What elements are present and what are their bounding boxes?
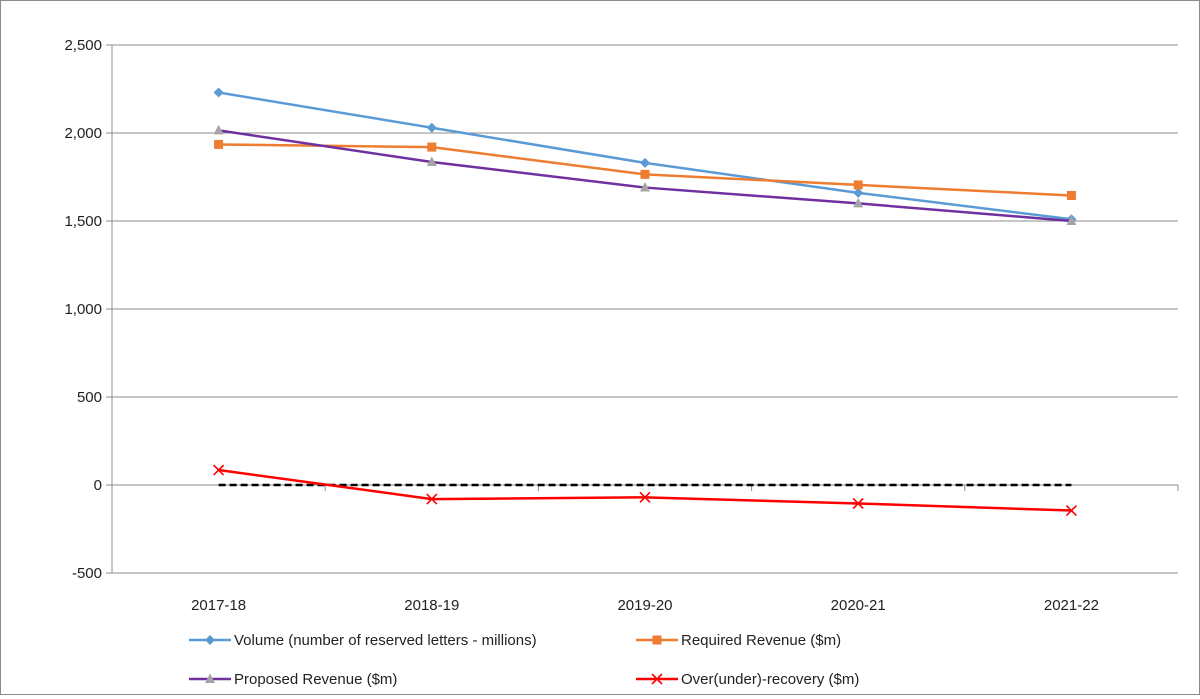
legend-label: Required Revenue ($m) — [681, 632, 841, 649]
data-point-stroke — [639, 491, 651, 503]
series-3 — [213, 124, 1077, 225]
data-point-stroke — [426, 493, 438, 505]
data-point — [426, 122, 437, 133]
data-point — [426, 156, 437, 167]
data-point — [205, 635, 215, 645]
x-tick-label: 2020-21 — [831, 597, 886, 614]
y-tick-label: 2,000 — [64, 125, 102, 142]
y-tick-label: -500 — [72, 565, 102, 582]
y-tick-label: 0 — [94, 477, 102, 494]
y-tick-label: 2,500 — [64, 37, 102, 54]
legend-item: Volume (number of reserved letters - mil… — [189, 632, 537, 649]
data-point — [852, 497, 864, 510]
data-point — [1065, 504, 1077, 517]
data-point — [1066, 215, 1077, 225]
y-tick-label: 1,000 — [64, 301, 102, 318]
data-point — [640, 157, 650, 168]
x-tick-label: 2021-22 — [1044, 597, 1099, 614]
data-point — [640, 182, 650, 192]
legend-item: Required Revenue ($m) — [636, 632, 841, 649]
data-point-stroke — [651, 673, 663, 685]
data-point — [853, 180, 863, 190]
legend-label: Volume (number of reserved letters - mil… — [234, 632, 537, 649]
data-point — [213, 87, 224, 98]
legend-label: Proposed Revenue ($m) — [234, 671, 397, 688]
data-point-stroke — [213, 464, 225, 476]
legend-label: Over(under)-recovery ($m) — [681, 671, 859, 688]
y-tick-label: 1,500 — [64, 213, 102, 230]
data-point — [205, 673, 215, 683]
data-point-stroke — [1065, 504, 1077, 517]
legend-item: Over(under)-recovery ($m) — [636, 671, 859, 688]
y-tick-label: 500 — [77, 389, 102, 406]
x-tick-label: 2017-18 — [191, 597, 246, 614]
data-point — [639, 491, 651, 503]
data-point — [853, 187, 864, 198]
series-1 — [213, 87, 1077, 225]
data-point — [213, 464, 225, 476]
data-point — [640, 169, 650, 179]
data-point — [427, 142, 437, 152]
data-point — [1066, 190, 1076, 200]
series-line — [218, 91, 1072, 221]
series-2 — [214, 139, 1076, 200]
data-point-stroke — [852, 497, 864, 510]
data-point — [651, 673, 663, 685]
x-tick-label: 2018-19 — [404, 597, 459, 614]
data-point — [652, 635, 662, 645]
data-point — [853, 197, 864, 208]
legend-item: Proposed Revenue ($m) — [189, 671, 397, 688]
x-tick-label: 2019-20 — [617, 597, 672, 614]
series-4 — [213, 464, 1077, 517]
data-point — [214, 139, 224, 149]
data-point — [213, 124, 224, 135]
data-point — [426, 493, 438, 505]
series-line — [218, 468, 1072, 512]
